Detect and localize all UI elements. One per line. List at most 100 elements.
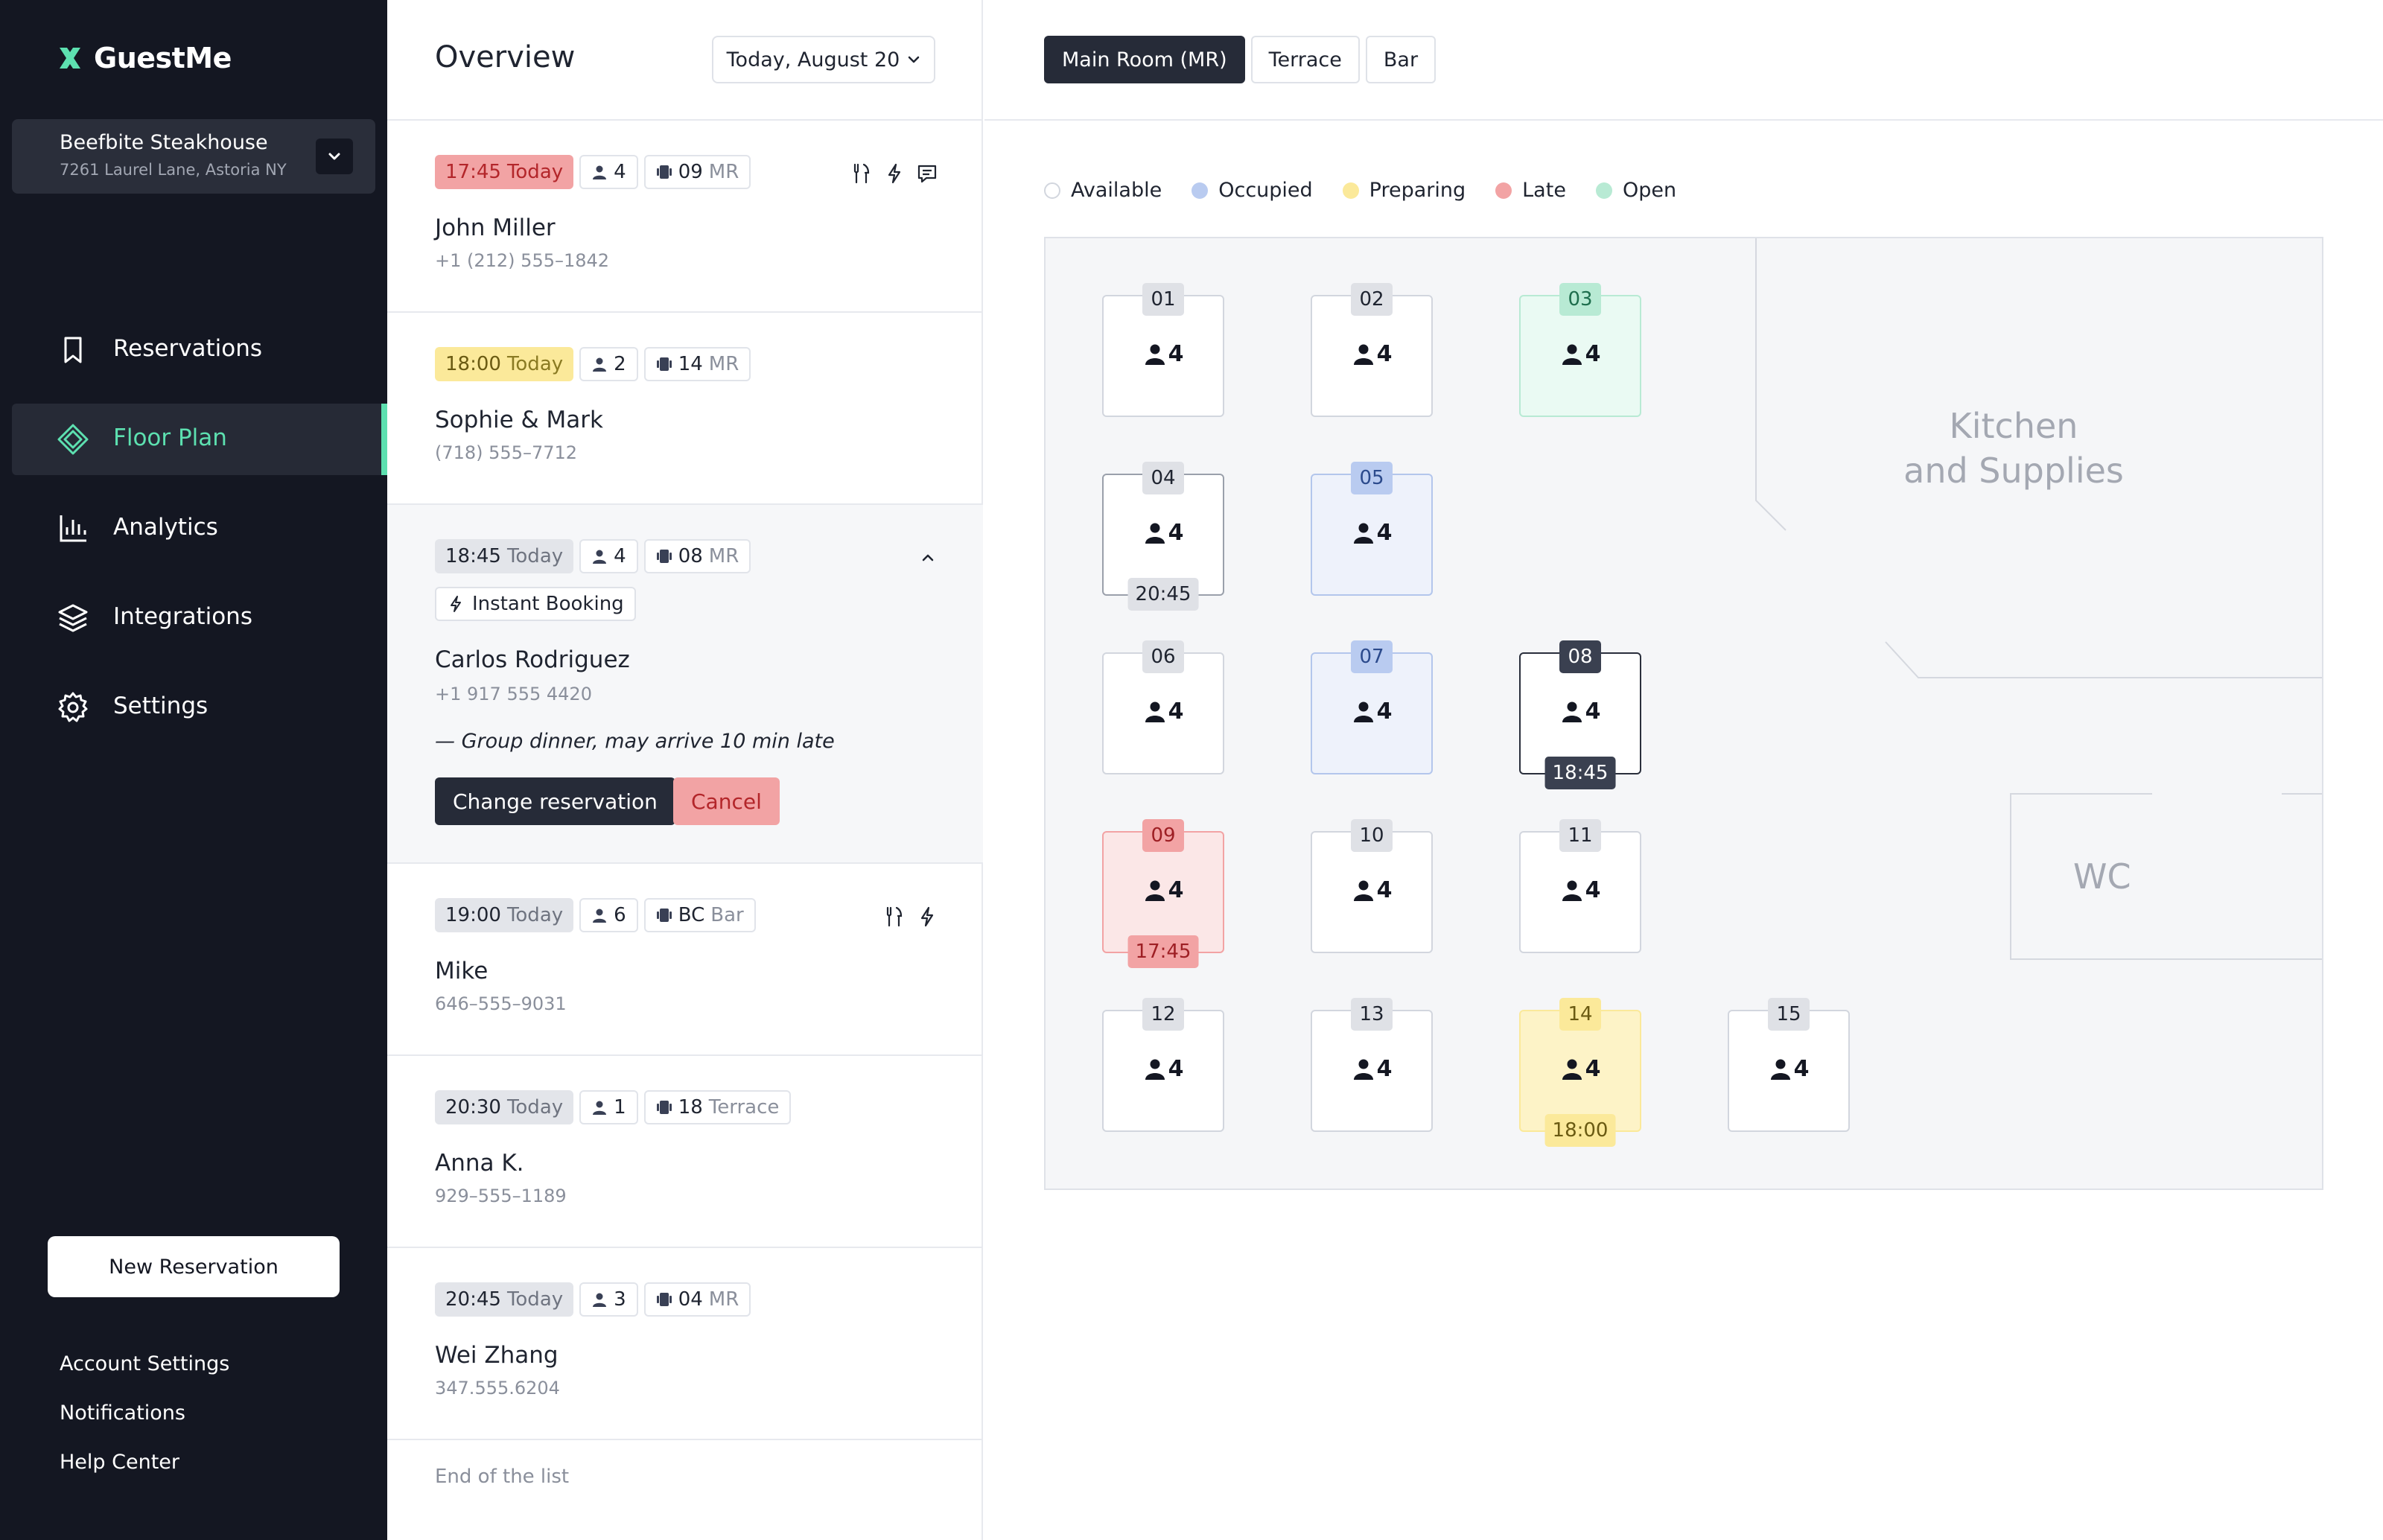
table-03[interactable]: 03 4	[1519, 283, 1641, 417]
time-chip: 20:45 Today	[435, 1282, 574, 1317]
seat-count: 4	[1168, 877, 1184, 903]
table-12[interactable]: 12 4	[1102, 998, 1224, 1132]
floor-plan-panel: Main Room (MR) Terrace Bar Available Occ…	[984, 0, 2383, 1540]
table-number: 04	[678, 1288, 703, 1311]
table-seats: 4	[1312, 1056, 1431, 1082]
brand-logo[interactable]: GuestMe	[57, 42, 232, 74]
table-09[interactable]: 09 4 17:45	[1102, 819, 1224, 968]
table-01[interactable]: 01 4	[1102, 283, 1224, 417]
time-chip: 19:00 Today	[435, 898, 574, 932]
table-number: 05	[1351, 462, 1393, 494]
table-chip: BC Bar	[643, 898, 756, 932]
table-04[interactable]: 04 4 20:45	[1102, 462, 1224, 611]
guests-chip: 3	[579, 1282, 638, 1317]
table-icon	[656, 909, 672, 922]
table-chip: 08 MR	[643, 539, 751, 573]
legend-item-occupied: Occupied	[1192, 179, 1313, 202]
main-nav: Reservations Floor Plan Analytics Integr…	[12, 314, 387, 761]
guest-phone: (718) 555–7712	[435, 442, 578, 463]
tab-main-room[interactable]: Main Room (MR)	[1044, 36, 1245, 83]
nav-item-reservations[interactable]: Reservations	[12, 314, 387, 386]
change-reservation-button[interactable]: Change reservation	[435, 777, 675, 825]
table-15[interactable]: 15 4	[1728, 998, 1850, 1132]
reservation-card[interactable]: 17:45 Today 4 09 MR John Miller +1 (212)…	[387, 121, 983, 313]
person-icon	[1353, 344, 1373, 365]
venue-switcher[interactable]: Beefbite Steakhouse 7261 Laurel Lane, As…	[12, 119, 375, 194]
person-icon	[593, 165, 607, 179]
room-code: MR	[708, 353, 739, 375]
table-14[interactable]: 14 4 18:00	[1519, 998, 1641, 1147]
time-chip: 17:45 Today	[435, 155, 574, 189]
table-number: 09	[1142, 819, 1184, 852]
table-number: 13	[1351, 998, 1393, 1031]
person-icon	[1353, 880, 1373, 901]
list-header: Overview Today, August 20	[387, 0, 983, 121]
room-code: Bar	[710, 904, 744, 926]
tag-label: Instant Booking	[472, 593, 624, 615]
seat-count: 4	[1168, 699, 1184, 725]
help-center-link[interactable]: Help Center	[60, 1451, 180, 1474]
dining-icon	[886, 906, 903, 927]
guest-name: Wei Zhang	[435, 1342, 559, 1369]
guest-count: 1	[614, 1096, 626, 1119]
person-icon	[1145, 344, 1165, 365]
guests-chip: 6	[579, 898, 638, 932]
seat-count: 4	[1168, 1056, 1184, 1082]
tab-terrace[interactable]: Terrace	[1250, 36, 1360, 83]
guest-name: Anna K.	[435, 1150, 524, 1177]
cancel-reservation-button[interactable]: Cancel	[673, 777, 780, 825]
notifications-link[interactable]: Notifications	[60, 1401, 185, 1425]
table-number: 07	[1351, 640, 1393, 673]
table-07[interactable]: 07 4	[1311, 640, 1433, 774]
person-icon	[593, 909, 607, 923]
nav-item-settings[interactable]: Settings	[12, 672, 387, 743]
reservation-chips: 20:30 Today 1 18 Terrace	[435, 1090, 792, 1124]
nav-item-analytics[interactable]: Analytics	[12, 493, 387, 564]
guest-phone: 347.555.6204	[435, 1378, 560, 1399]
reservation-time: 17:45	[445, 161, 501, 183]
nav-label: Integrations	[113, 603, 252, 630]
table-13[interactable]: 13 4	[1311, 998, 1433, 1132]
venue-dropdown-button[interactable]	[316, 139, 353, 174]
nav-item-integrations[interactable]: Integrations	[12, 582, 387, 654]
account-settings-link[interactable]: Account Settings	[60, 1352, 230, 1375]
guest-count: 6	[614, 904, 626, 926]
chevron-up-icon[interactable]	[917, 547, 938, 567]
table-10[interactable]: 10 4	[1311, 819, 1433, 953]
table-number: 12	[1142, 998, 1184, 1031]
instant-booking-icon	[451, 596, 461, 612]
reservation-card[interactable]: 20:45 Today 3 04 MR Wei Zhang 347.555.62…	[387, 1248, 983, 1440]
table-05[interactable]: 05 4	[1311, 462, 1433, 596]
table-06[interactable]: 06 4	[1102, 640, 1224, 774]
guest-name: Mike	[435, 958, 489, 984]
tab-bar[interactable]: Bar	[1365, 36, 1437, 83]
nav-item-floor-plan[interactable]: Floor Plan	[12, 404, 387, 475]
reservation-card[interactable]: 18:00 Today 2 14 MR Sophie & Mark (718) …	[387, 313, 983, 505]
date-picker[interactable]: Today, August 20	[712, 36, 935, 83]
reservation-card[interactable]: 19:00 Today 6 BC Bar Mike 646–555–9031	[387, 864, 983, 1056]
seat-count: 4	[1585, 1056, 1601, 1082]
bookmark-icon	[64, 337, 82, 363]
guest-name: John Miller	[435, 214, 556, 241]
legend-label: Available	[1071, 179, 1162, 202]
legend-dot	[1044, 182, 1060, 199]
reservation-card[interactable]: 20:30 Today 1 18 Terrace Anna K. 929–555…	[387, 1056, 983, 1248]
table-number: 18	[678, 1096, 703, 1119]
guest-phone: +1 (212) 555–1842	[435, 250, 610, 271]
reservation-note: — Group dinner, may arrive 10 min late	[435, 730, 835, 753]
table-reservation-time: 18:45	[1544, 757, 1616, 789]
reservation-time: 18:45	[445, 545, 501, 567]
legend-item-open: Open	[1595, 179, 1676, 202]
table-11[interactable]: 11 4	[1519, 819, 1641, 953]
table-08[interactable]: 08 4 18:45	[1519, 640, 1641, 789]
reservation-card-expanded[interactable]: 18:45 Today 4 08 MR Instant Booking Carl…	[387, 505, 983, 864]
wc-area-label: WC	[2073, 856, 2131, 897]
seat-count: 4	[1585, 341, 1601, 367]
table-seats: 4	[1312, 341, 1431, 367]
table-number: 11	[1559, 819, 1601, 852]
table-number: 14	[678, 353, 703, 375]
table-seats: 4	[1312, 877, 1431, 903]
venue-name: Beefbite Steakhouse	[60, 131, 268, 154]
new-reservation-button[interactable]: New Reservation	[48, 1236, 340, 1297]
table-02[interactable]: 02 4	[1311, 283, 1433, 417]
